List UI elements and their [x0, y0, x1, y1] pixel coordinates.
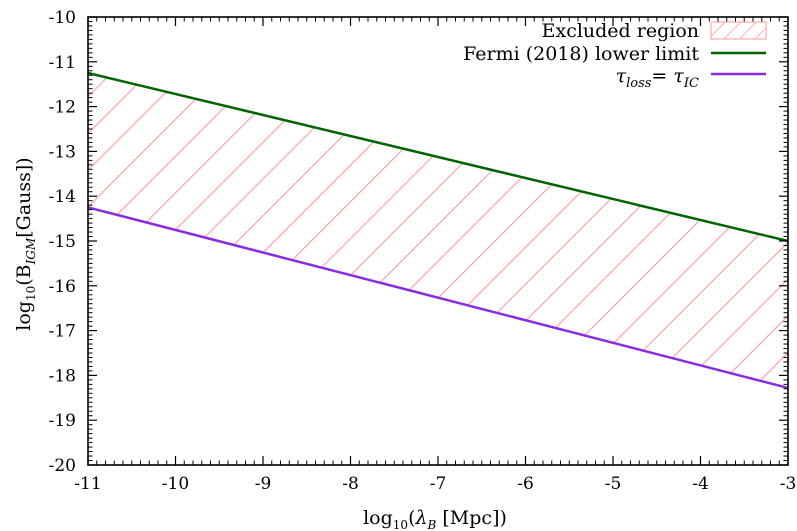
series-line-tau	[87, 206, 789, 390]
x-tick-label: -10	[162, 474, 189, 494]
y-tick-label: -14	[49, 187, 76, 207]
y-tick-label: -11	[49, 53, 76, 73]
series-line-fermi	[87, 71, 789, 243]
legend: Excluded region Fermi (2018) lower limit…	[463, 20, 767, 91]
plot-area	[87, 71, 789, 390]
x-tick-label: -6	[517, 474, 534, 494]
x-tick-label: -7	[430, 474, 447, 494]
y-tick-label: -12	[49, 98, 76, 118]
y-tick-label: -16	[49, 277, 76, 297]
legend-label-excluded-region: Excluded region	[542, 20, 699, 42]
y-axis-title: log10(BIGM[Gauss])	[13, 157, 38, 330]
x-axis-title: log10(λB [Mpc])	[363, 507, 507, 531]
plot-frame	[87, 16, 789, 466]
y-tick-label: -17	[49, 322, 76, 342]
legend-swatch-excluded-region	[710, 21, 767, 40]
y-tick-label: -18	[49, 366, 76, 386]
legend-label-tau: τloss= τIC	[616, 65, 699, 91]
x-tick-label: -4	[692, 474, 709, 494]
tick-labels: -11 -10 -9 -8 -7 -6 -5 -4 -3 -10 -11 -12 -13 -14 -15 -1…	[49, 8, 797, 494]
y-tick-label: -15	[49, 232, 76, 252]
x-tick-label: -8	[342, 474, 359, 494]
excluded-region-fill	[88, 73, 788, 388]
y-tick-label: -10	[49, 8, 76, 28]
x-tick-label: -9	[255, 474, 272, 494]
y-tick-label: -20	[49, 456, 76, 476]
legend-label-fermi: Fermi (2018) lower limit	[463, 43, 699, 65]
y-tick-label: -19	[49, 411, 76, 431]
y-tick-label: -13	[49, 142, 76, 162]
x-tick-label: -3	[780, 474, 797, 494]
x-tick-label: -5	[605, 474, 622, 494]
x-tick-label: -11	[74, 474, 101, 494]
